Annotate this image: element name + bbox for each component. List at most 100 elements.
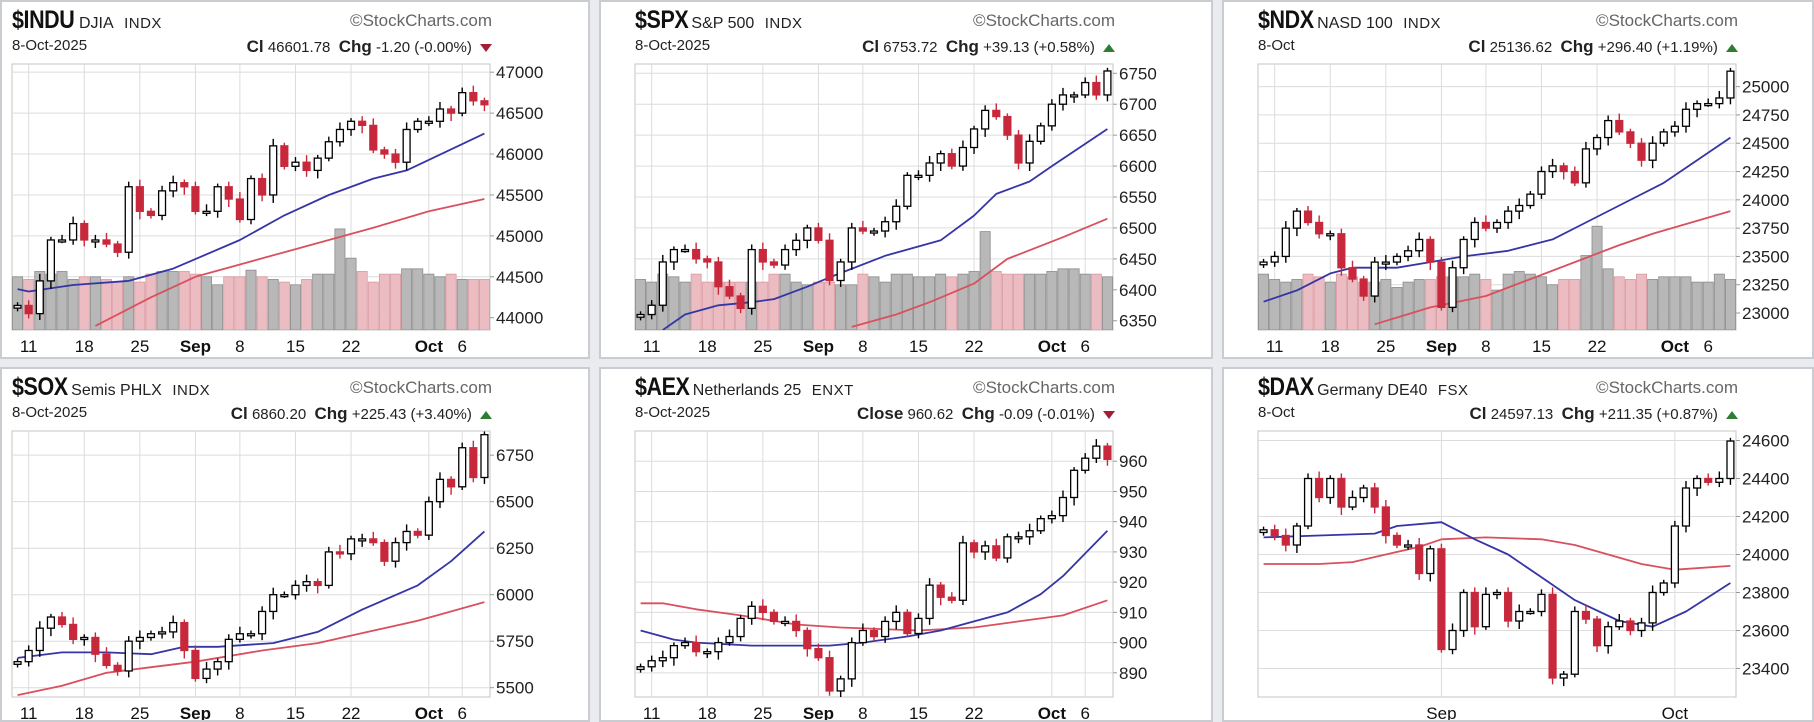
- candle: [280, 591, 289, 598]
- candlestick-chart[interactable]: 5500 5750 6000 6250 6500 6750 11 18 25 Sep 8 15 22 Oc…: [11, 425, 572, 722]
- candle: [1481, 215, 1490, 232]
- close-value: 960.62: [907, 406, 954, 423]
- volume-bar: [946, 276, 958, 330]
- candle-body: [235, 198, 244, 221]
- candle-body: [1715, 477, 1724, 483]
- candle: [280, 142, 289, 170]
- chart-panel-dax[interactable]: $DAX Germany DE40 FSX ©StockCharts.com 8…: [1222, 367, 1814, 722]
- candle-body: [1604, 626, 1613, 647]
- volume-bar: [323, 273, 335, 330]
- candle: [358, 533, 367, 547]
- volume-bar: [189, 273, 201, 330]
- candle-body: [335, 551, 345, 555]
- volume-bar: [1624, 279, 1636, 330]
- candle-body: [1626, 620, 1635, 632]
- candle-body: [35, 627, 44, 652]
- candlestick-chart[interactable]: 6350 6400 6450 6500 6550 6600 6650 6700 6750 11 18…: [634, 58, 1195, 358]
- chart-panel-aex[interactable]: $AEX Netherlands 25 ENXT ©StockCharts.co…: [599, 367, 1213, 722]
- candle: [169, 615, 178, 639]
- candlestick-chart[interactable]: 23400 23600 23800 24000 24200 24400 24600 Sep Oc…: [1257, 425, 1814, 722]
- candle: [235, 626, 244, 643]
- candle-body: [847, 227, 856, 263]
- candle: [424, 116, 433, 127]
- close-value: 25136.62: [1489, 39, 1553, 56]
- chart-panel-sox[interactable]: $SOX Semis PHLX INDX ©StockCharts.com 8-…: [0, 367, 590, 722]
- candle: [1448, 623, 1457, 655]
- candle: [1259, 526, 1268, 536]
- candle: [947, 148, 956, 170]
- candle: [458, 442, 467, 490]
- x-tick-label: 25: [1376, 337, 1395, 356]
- volume-bar: [1280, 281, 1292, 330]
- candle-body: [1337, 477, 1346, 508]
- candle-body: [258, 177, 267, 196]
- candle: [758, 242, 767, 270]
- x-tick-label: 25: [130, 337, 149, 356]
- change-value: +211.35 (+0.87%): [1598, 406, 1718, 423]
- candle-body: [269, 145, 278, 196]
- candle: [380, 539, 389, 566]
- candle: [424, 496, 433, 540]
- x-tick-label: 15: [286, 704, 305, 722]
- candle-body: [1592, 618, 1602, 647]
- candle: [1548, 587, 1557, 685]
- candlestick-chart[interactable]: 890 900 910 920 930 940 950 960 11 18 25 Sep 8 15 22 Oc…: [634, 425, 1195, 722]
- candle-body: [469, 91, 478, 102]
- candlestick-chart[interactable]: 23000 23250 23500 23750 24000 24250 24500 24750…: [1257, 58, 1814, 358]
- candle-body: [335, 128, 345, 143]
- candle-body: [981, 545, 990, 553]
- candle-body: [936, 584, 945, 598]
- volume-bar: [801, 284, 813, 330]
- candle-body: [1470, 221, 1479, 241]
- chart-panel-indu[interactable]: $INDU DJIA INDX ©StockCharts.com 8-Oct-2…: [0, 0, 590, 359]
- candle-body: [814, 647, 823, 659]
- candle: [947, 592, 956, 604]
- candle-body: [1437, 548, 1446, 651]
- y-tick-label: 24200: [1742, 508, 1789, 527]
- candle: [391, 148, 400, 169]
- candle-body: [869, 230, 879, 234]
- candle: [69, 216, 78, 245]
- volume-bar: [478, 279, 490, 330]
- close-value: 6860.20: [251, 406, 307, 423]
- volume-bar: [1724, 279, 1736, 330]
- candle: [1381, 499, 1390, 544]
- candle: [1492, 589, 1502, 600]
- quote-date: 8-Oct-2025: [12, 404, 88, 421]
- candle-body: [981, 109, 990, 130]
- candlestick-chart[interactable]: 44000 44500 45000 45500 46000 46500 47000 11 18 2…: [11, 58, 572, 358]
- chart-panel-ndx[interactable]: $NDX NASD 100 INDX ©StockCharts.com 8-Oc…: [1222, 0, 1814, 359]
- candle: [1315, 215, 1324, 239]
- volume-bar: [445, 273, 457, 330]
- candle: [1704, 98, 1713, 107]
- x-tick-label: 15: [909, 704, 928, 722]
- candle-body: [269, 594, 278, 613]
- candle-body: [1281, 227, 1290, 258]
- candle-body: [324, 141, 333, 159]
- candle-body: [224, 186, 233, 200]
- candle-body: [1281, 534, 1290, 546]
- candle-body: [803, 629, 812, 650]
- stockcharts-watermark: ©StockCharts.com: [1596, 11, 1738, 30]
- candle-body: [958, 542, 968, 601]
- candle-body: [658, 657, 667, 662]
- candle: [1270, 524, 1279, 541]
- x-tick-label: 6: [457, 704, 466, 722]
- candle: [1604, 621, 1613, 654]
- candle-body: [769, 611, 779, 623]
- x-tick-label: 15: [1532, 337, 1551, 356]
- candle: [969, 539, 979, 559]
- candle-body: [1003, 115, 1012, 136]
- x-tick-label: Oct: [1038, 337, 1067, 356]
- candle-body: [825, 657, 834, 692]
- candle: [858, 623, 867, 646]
- candle-body: [692, 641, 701, 653]
- candle-body: [1637, 622, 1646, 632]
- candle-body: [992, 109, 1001, 118]
- candle-body: [1648, 142, 1657, 161]
- candle: [1103, 67, 1112, 102]
- chart-panel-spx[interactable]: $SPX S&P 500 INDX ©StockCharts.com 8-Oct…: [599, 0, 1213, 359]
- candle-body: [1548, 593, 1557, 679]
- volume-bar: [835, 284, 847, 330]
- candle-body: [1315, 221, 1324, 235]
